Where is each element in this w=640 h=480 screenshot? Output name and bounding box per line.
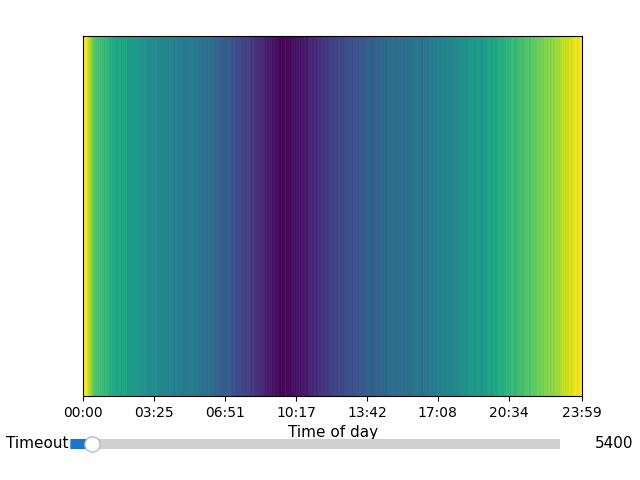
- FancyBboxPatch shape: [70, 439, 560, 449]
- Text: Timeout: Timeout: [6, 436, 69, 452]
- Text: 5400: 5400: [595, 436, 634, 452]
- FancyBboxPatch shape: [70, 439, 95, 449]
- X-axis label: Time of day: Time of day: [288, 425, 378, 440]
